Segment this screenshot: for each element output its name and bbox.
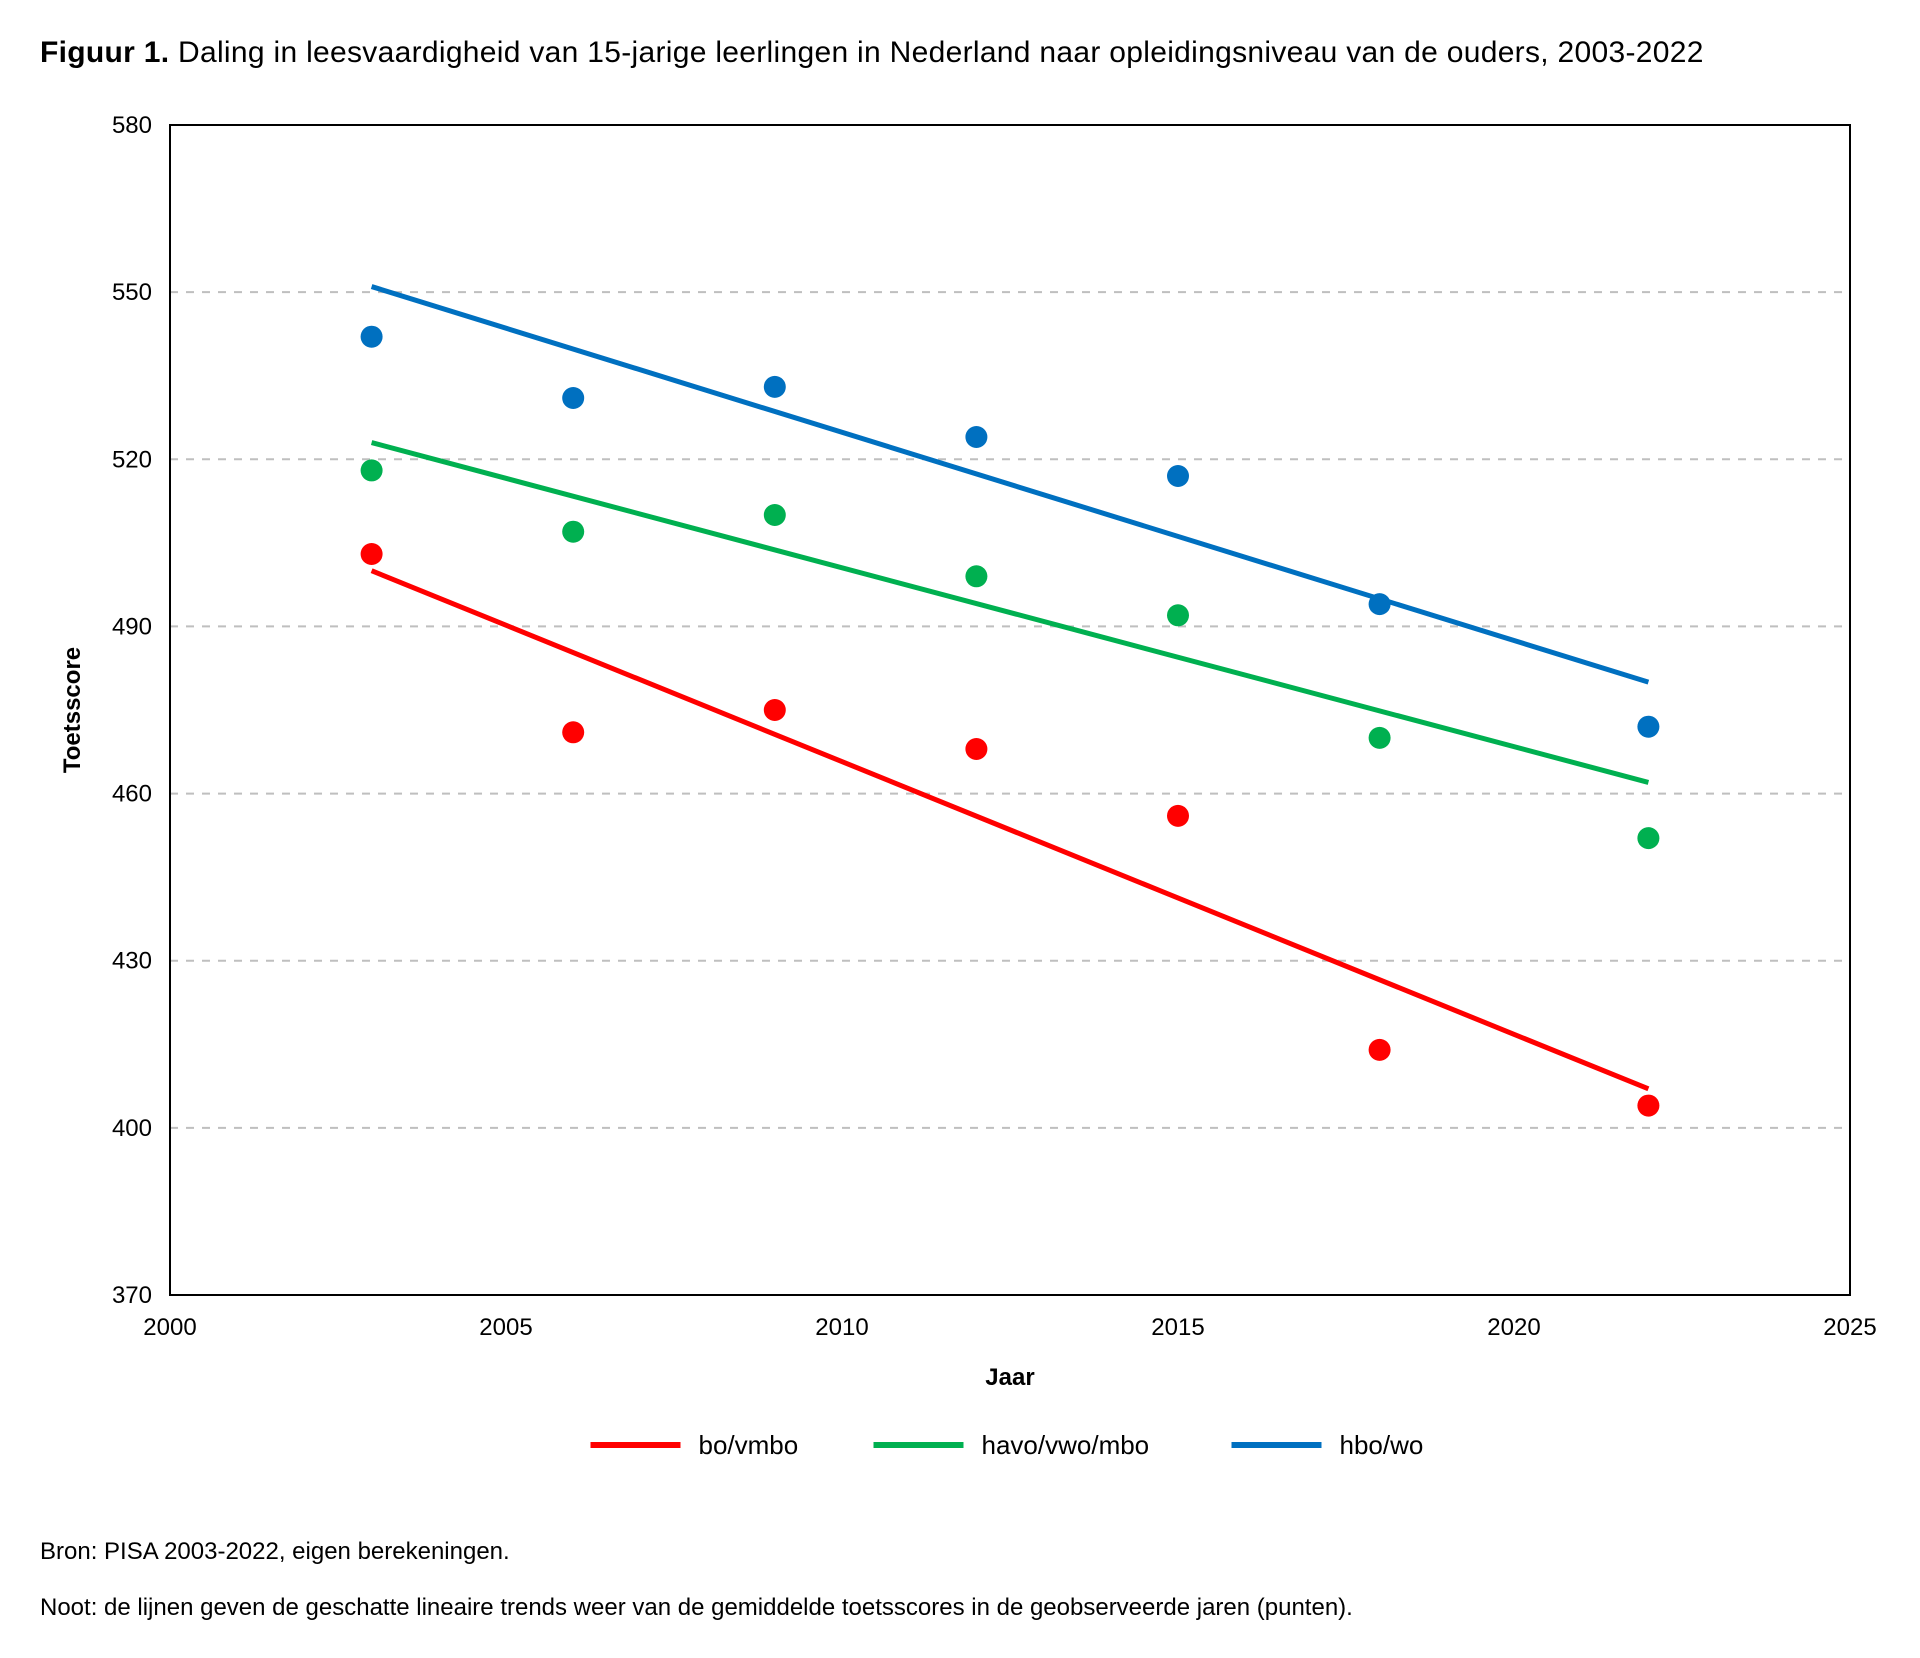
data-point — [1369, 593, 1391, 615]
data-point — [1167, 465, 1189, 487]
data-point — [1167, 604, 1189, 626]
footnote-note: Noot: de lijnen geven de geschatte linea… — [40, 1589, 1880, 1627]
legend-label: bo/vmbo — [699, 1430, 799, 1460]
legend-label: havo/vwo/mbo — [982, 1430, 1150, 1460]
footnote-source: Bron: PISA 2003-2022, eigen berekeningen… — [40, 1533, 1880, 1571]
y-tick-label: 490 — [112, 613, 152, 640]
x-axis-label: Jaar — [985, 1364, 1034, 1391]
y-tick-label: 550 — [112, 279, 152, 306]
x-tick-label: 2010 — [815, 1314, 868, 1341]
y-tick-label: 580 — [112, 112, 152, 139]
data-point — [1637, 1095, 1659, 1117]
data-point — [965, 426, 987, 448]
data-point — [562, 521, 584, 543]
data-point — [1167, 805, 1189, 827]
legend-label: hbo/wo — [1340, 1430, 1424, 1460]
figure-title-text: Daling in leesvaardigheid van 15-jarige … — [169, 36, 1703, 69]
data-point — [562, 721, 584, 743]
data-point — [764, 699, 786, 721]
data-point — [764, 376, 786, 398]
data-point — [361, 543, 383, 565]
y-axis-label: Toetsscore — [59, 647, 86, 773]
data-point — [965, 565, 987, 587]
data-point — [1369, 727, 1391, 749]
data-point — [1637, 716, 1659, 738]
data-point — [965, 738, 987, 760]
data-point — [1637, 827, 1659, 849]
scatter-chart: 370 400 430 460 490 520 550 580 2000 2005 2010 2015… — [40, 95, 1880, 1515]
x-tick-label: 2005 — [479, 1314, 532, 1341]
x-tick-label: 2000 — [143, 1314, 196, 1341]
x-tick-label: 2025 — [1823, 1314, 1876, 1341]
y-tick-label: 460 — [112, 781, 152, 808]
y-tick-label: 430 — [112, 948, 152, 975]
x-tick-label: 2015 — [1151, 1314, 1204, 1341]
y-tick-label: 520 — [112, 446, 152, 473]
figure-title-prefix: Figuur 1. — [40, 36, 169, 69]
data-point — [361, 326, 383, 348]
data-point — [1369, 1039, 1391, 1061]
data-point — [562, 387, 584, 409]
data-point — [361, 459, 383, 481]
data-point — [764, 504, 786, 526]
chart-container: 370 400 430 460 490 520 550 580 2000 2005 2010 2015… — [40, 95, 1880, 1515]
figure-title: Figuur 1. Daling in leesvaardigheid van … — [40, 30, 1880, 75]
x-tick-label: 2020 — [1487, 1314, 1540, 1341]
y-tick-label: 400 — [112, 1115, 152, 1142]
y-tick-label: 370 — [112, 1282, 152, 1309]
